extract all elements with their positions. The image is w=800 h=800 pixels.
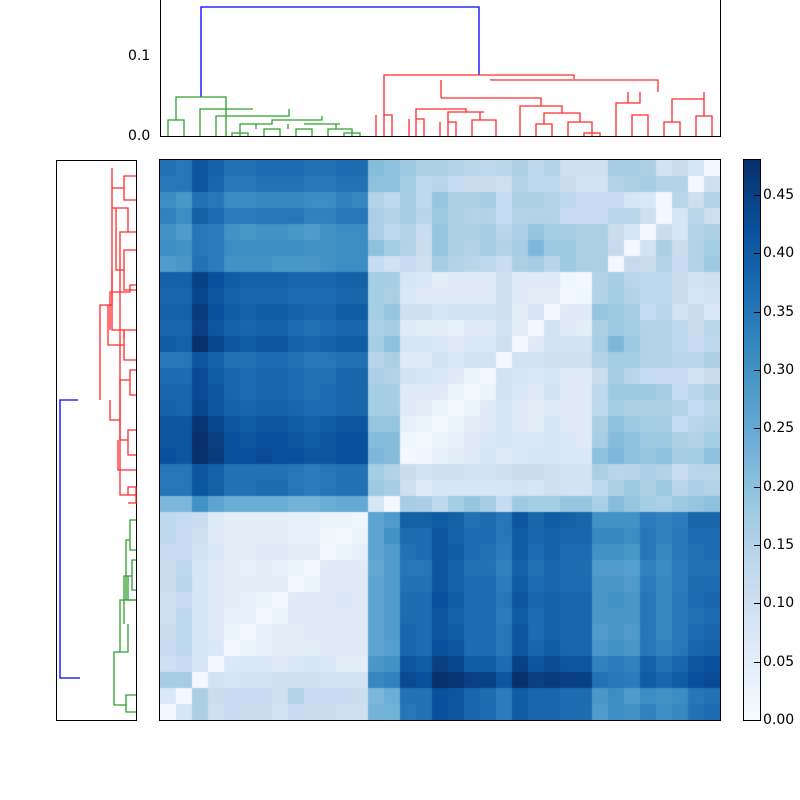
- colorbar-tick-label: 0.00: [763, 712, 795, 728]
- top-ytick-label: 0.1: [128, 48, 151, 64]
- colorbar-tick-label: 0.15: [763, 537, 795, 553]
- left-dendrogram-axes: [56, 160, 137, 721]
- heatmap-frame: [159, 159, 721, 721]
- colorbar-tick-mark: [754, 661, 760, 663]
- colorbar-tick-mark: [754, 370, 760, 371]
- colorbar-tick-mark: [754, 603, 760, 605]
- top-ytick-label: 0.0: [128, 128, 151, 144]
- colorbar-tick-mark: [754, 545, 760, 546]
- colorbar-tick-mark: [754, 311, 760, 313]
- colorbar-tick-mark: [754, 253, 760, 255]
- colorbar: [744, 160, 760, 720]
- colorbar-tick-mark: [754, 195, 760, 196]
- colorbar-tick-label: 0.10: [763, 595, 795, 612]
- colorbar-tick-mark: [754, 486, 760, 488]
- colorbar-tick-label: 0.20: [763, 478, 795, 495]
- top-dendrogram-axes: [160, 0, 721, 137]
- heatmap-cells: [160, 160, 720, 720]
- colorbar-tick-label: 0.40: [763, 245, 795, 262]
- colorbar-frame: [743, 159, 761, 721]
- colorbar-tick-mark: [754, 428, 760, 430]
- colorbar-tick-label: 0.25: [763, 420, 795, 437]
- heatmap: [160, 160, 720, 720]
- colorbar-tick-mark: [754, 720, 760, 721]
- colorbar-tick-label: 0.35: [763, 303, 795, 320]
- colorbar-tick-label: 0.30: [763, 362, 795, 378]
- colorbar-tick-label: 0.05: [763, 653, 795, 670]
- colorbar-tick-label: 0.45: [763, 187, 795, 203]
